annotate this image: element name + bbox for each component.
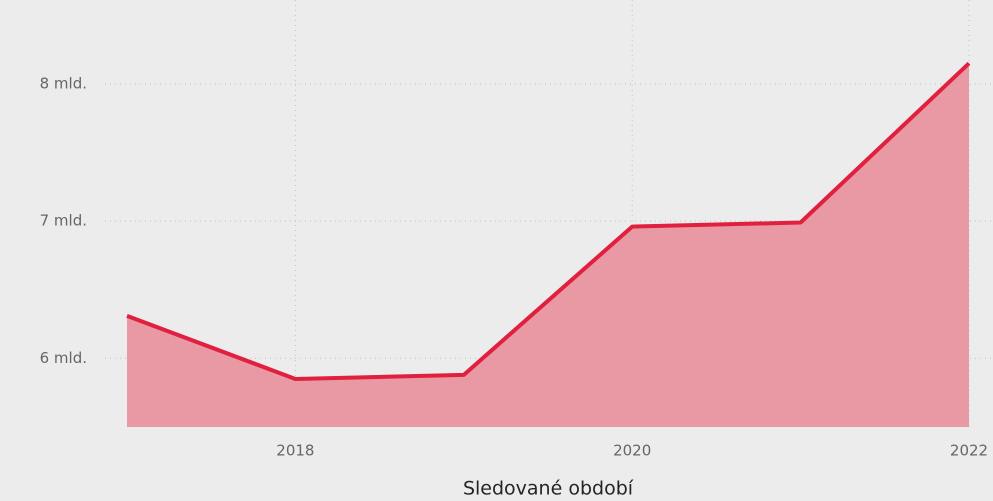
x-tick-label: 2018 xyxy=(276,442,314,460)
area xyxy=(127,63,969,428)
y-tick-label: 7 mld. xyxy=(40,212,87,230)
x-tick-label: 2020 xyxy=(613,442,651,460)
y-tick-label: 6 mld. xyxy=(40,349,87,367)
x-tick-label: 2022 xyxy=(950,442,988,460)
line xyxy=(126,61,971,381)
y-tick-label: 8 mld. xyxy=(40,74,87,92)
x-axis-title: Sledované období xyxy=(463,478,634,500)
